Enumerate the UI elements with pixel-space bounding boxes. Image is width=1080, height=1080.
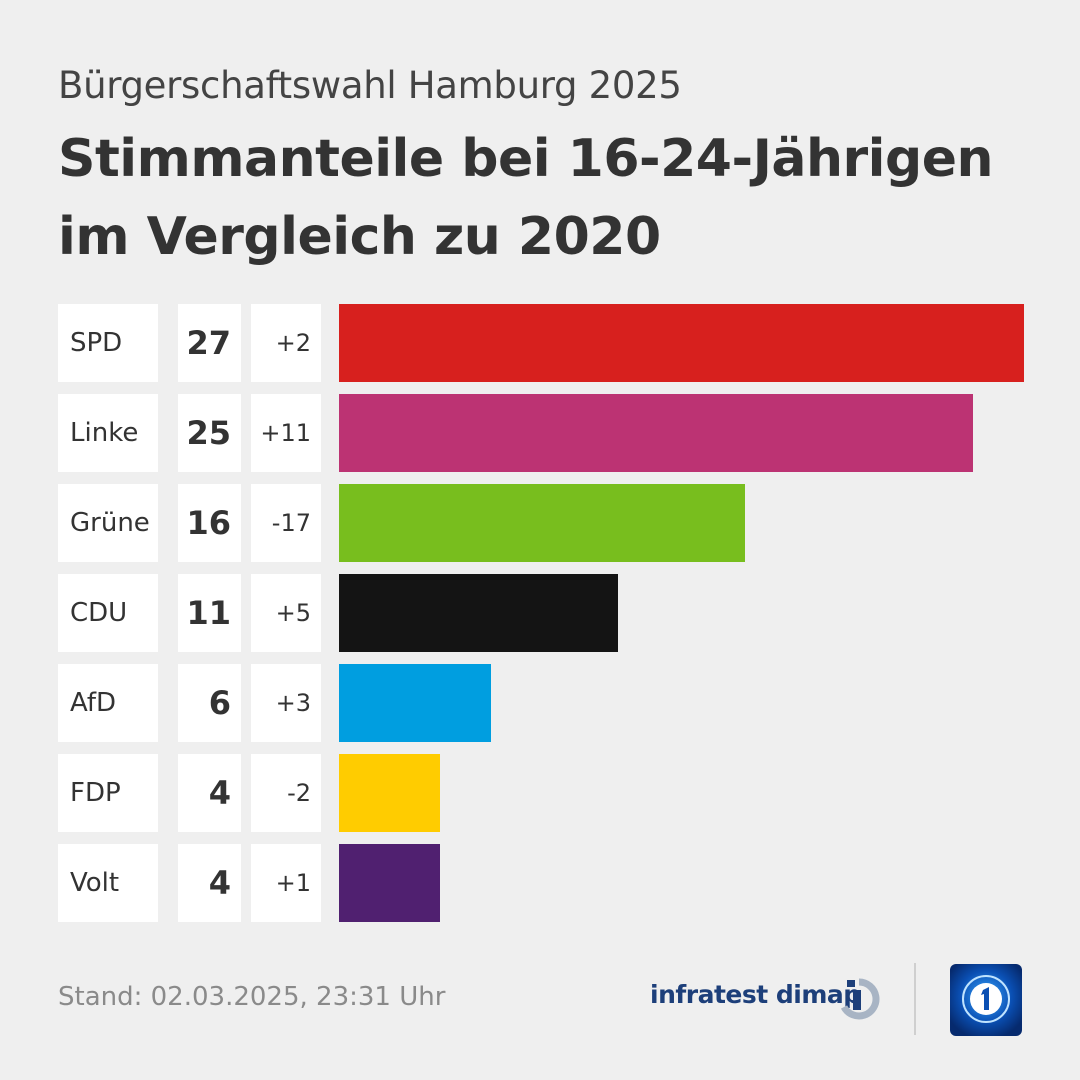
party-label: Grüne <box>58 484 158 562</box>
chart-row: FDP 4 -2 <box>0 754 1080 832</box>
ard-tagesschau-logo-icon <box>950 964 1022 1036</box>
value-label: 27 <box>178 304 241 382</box>
chart-row: SPD 27 +2 <box>0 304 1080 382</box>
bar <box>339 304 1024 382</box>
infratest-dimap-brand: infratest dimap <box>650 980 861 1009</box>
diff-label: -17 <box>251 484 321 562</box>
value-label: 11 <box>178 574 241 652</box>
diff-label: +5 <box>251 574 321 652</box>
party-label: Linke <box>58 394 158 472</box>
party-label: CDU <box>58 574 158 652</box>
bar <box>339 574 618 652</box>
chart-row: Grüne 16 -17 <box>0 484 1080 562</box>
infratest-dimap-logo-icon <box>840 978 880 1020</box>
value-label: 6 <box>178 664 241 742</box>
bar <box>339 394 973 472</box>
chart-row: CDU 11 +5 <box>0 574 1080 652</box>
value-label: 4 <box>178 844 241 922</box>
party-label: Volt <box>58 844 158 922</box>
chart-row: Linke 25 +11 <box>0 394 1080 472</box>
bar <box>339 844 440 922</box>
timestamp: Stand: 02.03.2025, 23:31 Uhr <box>58 982 446 1012</box>
value-label: 4 <box>178 754 241 832</box>
party-label: AfD <box>58 664 158 742</box>
diff-label: +11 <box>251 394 321 472</box>
bar <box>339 484 745 562</box>
value-label: 16 <box>178 484 241 562</box>
party-label: FDP <box>58 754 158 832</box>
diff-label: +1 <box>251 844 321 922</box>
bar <box>339 664 491 742</box>
chart-row: AfD 6 +3 <box>0 664 1080 742</box>
diff-label: -2 <box>251 754 321 832</box>
value-label: 25 <box>178 394 241 472</box>
diff-label: +2 <box>251 304 321 382</box>
chart-subtitle: Bürgerschaftswahl Hamburg 2025 <box>58 64 682 107</box>
chart-row: Volt 4 +1 <box>0 844 1080 922</box>
diff-label: +3 <box>251 664 321 742</box>
bar <box>339 754 440 832</box>
footer-divider <box>914 963 916 1035</box>
party-label: SPD <box>58 304 158 382</box>
chart-title: Stimmanteile bei 16-24-Jährigen im Vergl… <box>58 129 994 267</box>
